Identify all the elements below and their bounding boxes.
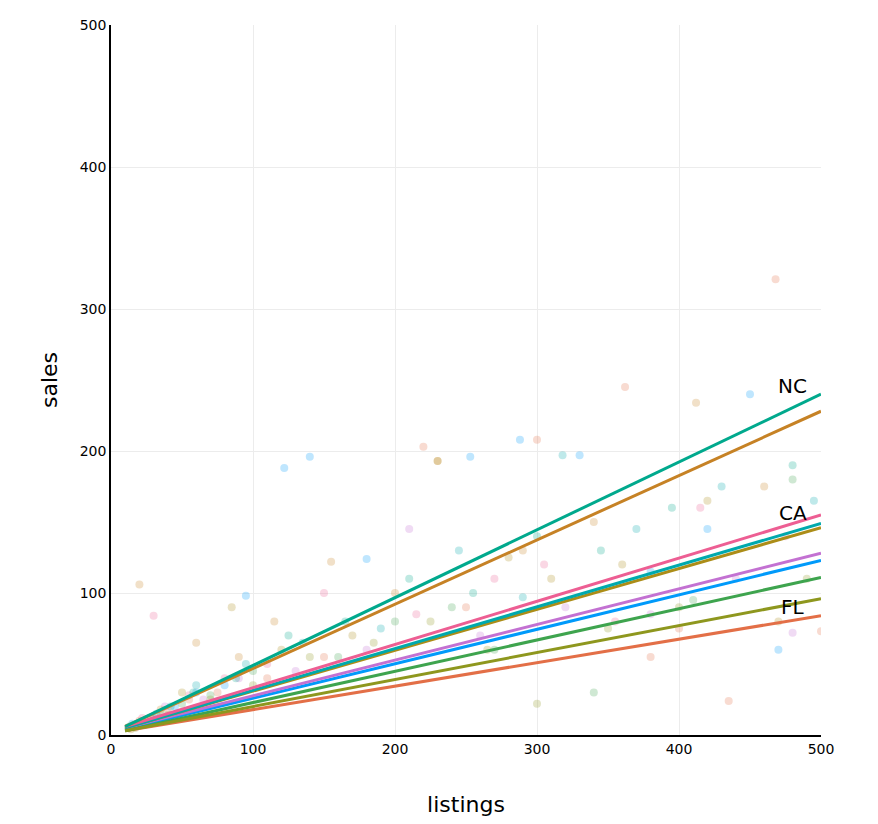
svg-text:listings: listings xyxy=(427,792,505,817)
svg-text:sales: sales xyxy=(37,352,62,408)
svg-text:CA: CA xyxy=(779,501,807,525)
svg-text:100: 100 xyxy=(80,585,107,601)
svg-text:FL: FL xyxy=(781,595,805,619)
svg-text:0: 0 xyxy=(107,741,116,757)
svg-text:0: 0 xyxy=(98,727,107,743)
svg-text:100: 100 xyxy=(240,741,267,757)
svg-text:200: 200 xyxy=(80,443,107,459)
svg-text:NC: NC xyxy=(778,374,807,398)
svg-text:500: 500 xyxy=(808,741,835,757)
svg-text:200: 200 xyxy=(382,741,409,757)
svg-text:300: 300 xyxy=(524,741,551,757)
svg-text:400: 400 xyxy=(80,159,107,175)
svg-text:400: 400 xyxy=(666,741,693,757)
svg-text:500: 500 xyxy=(80,17,107,33)
svg-text:300: 300 xyxy=(80,301,107,317)
